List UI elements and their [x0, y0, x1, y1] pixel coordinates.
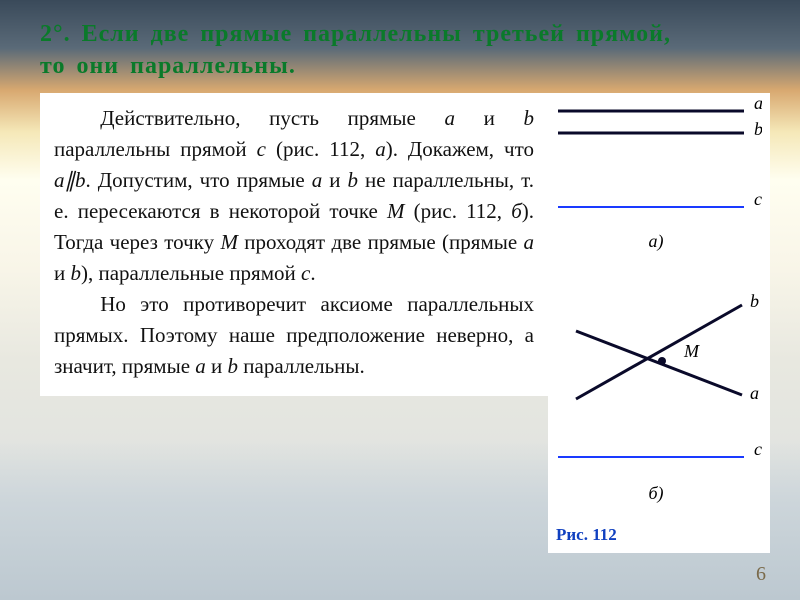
figure-caption: Рис. 112	[556, 525, 762, 545]
point-M-dot	[658, 357, 666, 365]
proof-paragraph-2: Но это противоречит аксиоме па­раллельны…	[54, 289, 534, 382]
main-row: Действительно, пусть прямые a и b паралл…	[40, 93, 770, 553]
label-M: M	[683, 341, 700, 361]
a-parallel-b: a∥b	[54, 168, 86, 192]
fig-sub-a: а)	[649, 231, 664, 252]
figure-112: a b c а) b a M c б) Рис. 112	[548, 93, 770, 553]
theorem-text: Если две прямые параллельны третьей прям…	[40, 21, 671, 79]
label-c: c	[754, 189, 762, 209]
label-a2: a	[750, 383, 759, 403]
label-b2: b	[750, 291, 759, 311]
page-number: 6	[756, 563, 766, 586]
proof-text: Действительно, пусть прямые a и b паралл…	[40, 93, 548, 397]
figure-svg: a b c а) b a M c б)	[556, 99, 762, 519]
slide-content: 2°. Если две прямые параллельны третьей …	[0, 0, 800, 573]
var-b: b	[524, 106, 535, 130]
var-c: c	[257, 137, 266, 161]
fig-sub-b: б)	[648, 483, 663, 504]
label-b: b	[754, 119, 762, 139]
proof-paragraph-1: Действительно, пусть прямые a и b паралл…	[54, 103, 534, 289]
theorem-statement: 2°. Если две прямые параллельны третьей …	[40, 18, 680, 83]
label-c2: c	[754, 439, 762, 459]
theorem-number: 2°.	[40, 21, 71, 47]
var-a: a	[444, 106, 455, 130]
label-a: a	[754, 99, 762, 113]
point-M: M	[387, 199, 405, 223]
